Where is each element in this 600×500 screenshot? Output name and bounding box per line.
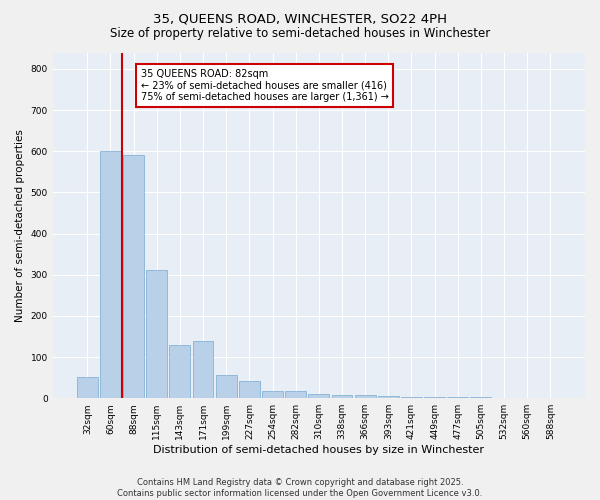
Text: Contains HM Land Registry data © Crown copyright and database right 2025.
Contai: Contains HM Land Registry data © Crown c… xyxy=(118,478,482,498)
Bar xyxy=(424,397,445,398)
X-axis label: Distribution of semi-detached houses by size in Winchester: Distribution of semi-detached houses by … xyxy=(154,445,484,455)
Bar xyxy=(216,374,236,398)
Bar xyxy=(332,395,352,398)
Bar xyxy=(355,396,376,398)
Bar xyxy=(169,344,190,398)
Y-axis label: Number of semi-detached properties: Number of semi-detached properties xyxy=(15,129,25,322)
Bar xyxy=(77,377,98,398)
Text: 35, QUEENS ROAD, WINCHESTER, SO22 4PH: 35, QUEENS ROAD, WINCHESTER, SO22 4PH xyxy=(153,12,447,26)
Text: Size of property relative to semi-detached houses in Winchester: Size of property relative to semi-detach… xyxy=(110,28,490,40)
Bar xyxy=(123,156,144,398)
Text: 35 QUEENS ROAD: 82sqm
← 23% of semi-detached houses are smaller (416)
75% of sem: 35 QUEENS ROAD: 82sqm ← 23% of semi-deta… xyxy=(140,69,388,102)
Bar xyxy=(146,270,167,398)
Bar xyxy=(308,394,329,398)
Bar xyxy=(401,396,422,398)
Bar xyxy=(378,396,399,398)
Bar xyxy=(239,381,260,398)
Bar xyxy=(285,391,306,398)
Bar xyxy=(193,340,214,398)
Bar xyxy=(100,152,121,398)
Bar xyxy=(262,391,283,398)
